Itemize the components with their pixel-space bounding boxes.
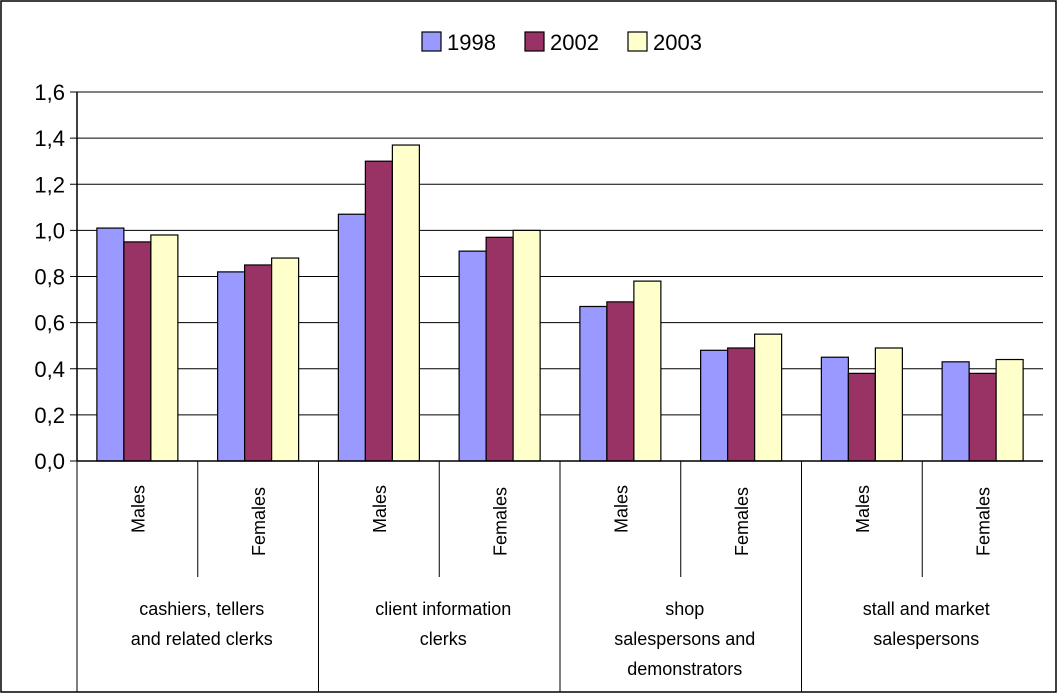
y-tick-label: 0,4 <box>34 357 65 382</box>
group-label: client information <box>375 599 511 619</box>
legend-label: 2003 <box>653 30 702 55</box>
bars <box>96 144 1024 462</box>
y-tick-label: 1,6 <box>34 80 65 105</box>
category-label: Females <box>491 487 511 556</box>
bar-1998-6 <box>700 349 729 462</box>
bar-2003-1 <box>150 234 179 462</box>
legend-label: 1998 <box>447 30 496 55</box>
bar-2002-4 <box>485 236 514 462</box>
legend-swatch <box>421 31 442 52</box>
group-label: shop <box>665 599 704 619</box>
category-label: Males <box>611 485 631 533</box>
legend-label: 2002 <box>550 30 599 55</box>
y-tick-label: 0,6 <box>34 311 65 336</box>
legend: 1998 2002 2003 <box>421 30 702 55</box>
y-tick-label: 0,0 <box>34 449 65 474</box>
axes: 0,0 0,2 0,4 0,6 0,8 1,0 1,2 1,4 1,6 Males Females M… <box>34 80 1043 692</box>
group-label: stall and market <box>863 599 990 619</box>
bar-2002-1 <box>123 241 152 462</box>
bar-2003-4 <box>512 229 541 462</box>
bar-1998-8 <box>941 361 970 462</box>
group-label: salespersons <box>873 629 979 649</box>
bar-2002-5 <box>606 301 635 462</box>
category-label: Females <box>249 487 269 556</box>
y-tick-label: 1,0 <box>34 218 65 243</box>
legend-swatch <box>524 31 545 52</box>
category-label: Males <box>370 485 390 533</box>
bar-1998-4 <box>458 250 487 462</box>
bar-1998-3 <box>337 213 366 462</box>
y-tick-label: 1,4 <box>34 126 65 151</box>
bar-2003-3 <box>391 144 420 462</box>
bar-2002-3 <box>364 160 393 462</box>
bar-2003-5 <box>633 280 662 462</box>
bar-2002-7 <box>847 372 876 462</box>
bar-1998-2 <box>217 271 246 462</box>
category-label: Males <box>853 485 873 533</box>
y-tick-label: 0,8 <box>34 265 65 290</box>
y-tick-label: 1,2 <box>34 172 65 197</box>
group-label: demonstrators <box>627 659 742 679</box>
bar-1998-5 <box>579 305 608 462</box>
bar-2002-8 <box>968 372 997 462</box>
legend-swatch <box>627 31 648 52</box>
bar-2003-2 <box>271 257 300 462</box>
group-label: cashiers, tellers <box>139 599 264 619</box>
group-label: and related clerks <box>131 629 273 649</box>
bar-2003-8 <box>995 358 1024 462</box>
bar-2002-2 <box>244 264 273 462</box>
y-tick-label: 0,2 <box>34 403 65 428</box>
bar-2002-6 <box>727 347 756 462</box>
bar-1998-7 <box>820 356 849 462</box>
bar-1998-1 <box>96 227 125 462</box>
group-label: clerks <box>420 629 467 649</box>
group-label: salespersons and <box>614 629 755 649</box>
bar-2003-6 <box>754 333 783 462</box>
category-label: Males <box>128 485 148 533</box>
category-label: Females <box>974 487 994 556</box>
bar-2003-7 <box>874 347 903 462</box>
category-label: Females <box>732 487 752 556</box>
